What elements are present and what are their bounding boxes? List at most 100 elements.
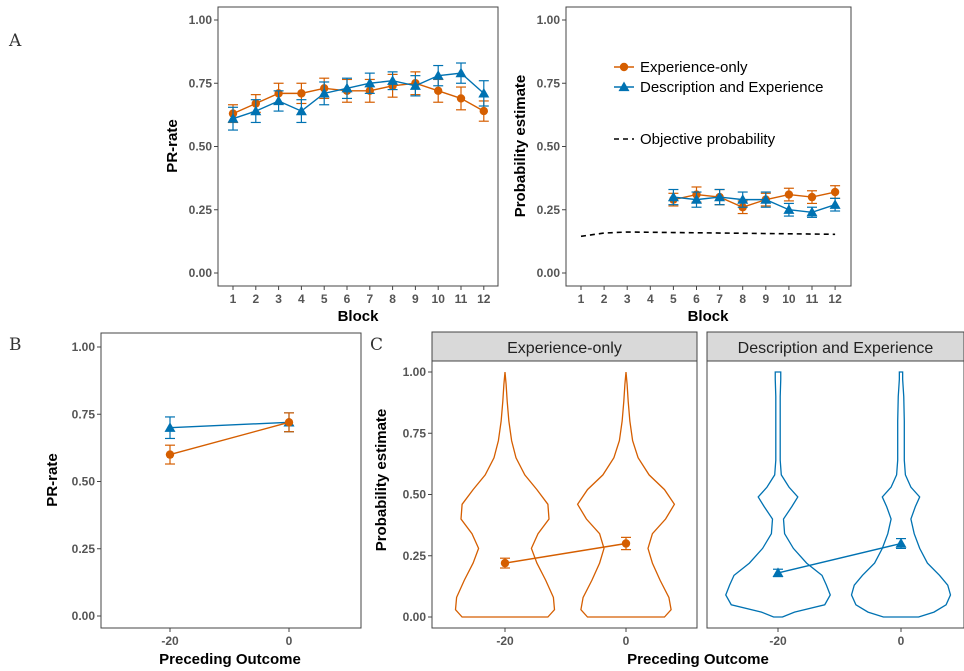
a2-y-tick-label: 0.75 — [537, 76, 561, 90]
a1-description-experience-point — [318, 87, 330, 98]
panel-label-b: B — [9, 335, 22, 355]
c-description-experience-mean-line — [777, 542, 902, 574]
c-experience-only-strip-label: Experience-only — [507, 340, 622, 357]
a2-y-tick-label: 0.50 — [537, 140, 561, 154]
c-experience-only-strip — [431, 331, 698, 362]
a1-x-tick-label: 4 — [298, 292, 305, 306]
a2-x-tick-label: 7 — [716, 292, 723, 306]
a2-x-tick-label: 12 — [828, 292, 842, 306]
c-description-experience-strip-label: Description and Experience — [738, 340, 934, 357]
a1-x-tick-label: 12 — [477, 292, 491, 306]
a2-objective-probability-line — [580, 231, 836, 238]
legend-objective-probability-label: Objective probability — [640, 131, 776, 148]
a1-description-experience-point — [387, 75, 399, 85]
a2-y-tick-label: 0.25 — [537, 203, 561, 217]
a2-description-experience-point — [737, 194, 749, 204]
a1-x-tick-label: 2 — [252, 292, 259, 306]
c-experience-only-plot-border — [431, 360, 698, 629]
a1-description-experience-point — [478, 87, 490, 98]
a1-plot-border — [217, 6, 499, 287]
a1-y-tick-label: 0.00 — [189, 266, 213, 280]
a1-x-tick-label: 7 — [366, 292, 373, 306]
c-experience-only-violin — [576, 371, 676, 618]
a2-y-tick-label: 1.00 — [537, 13, 561, 27]
c-description-experience-violin — [850, 371, 952, 618]
c-description-experience-x-tick-label: 0 — [898, 634, 905, 648]
a2-description-experience-point — [829, 199, 841, 209]
c-y-tick-label: 0.75 — [403, 426, 427, 440]
a1-experience-only-point — [479, 106, 488, 116]
a2-description-experience-line — [673, 196, 836, 213]
a2-x-tick-label: 6 — [693, 292, 700, 306]
panel-label-a: A — [8, 31, 22, 51]
c-y-tick-label: 0.25 — [403, 549, 427, 563]
b-y-tick-label: 0.25 — [72, 542, 96, 556]
a1-description-experience-point — [341, 82, 353, 93]
c-y-axis-title: Probability estimate — [373, 409, 390, 552]
a2-x-tick-label: 11 — [806, 292, 819, 306]
c-experience-only-x-tick-label: -20 — [496, 634, 514, 648]
a1-x-tick-label: 8 — [389, 292, 396, 306]
a1-description-experience-point — [227, 113, 239, 123]
a1-description-experience-point — [273, 95, 285, 106]
b-description-experience-point — [164, 422, 176, 432]
a1-y-tick-label: 0.25 — [189, 203, 213, 217]
c-y-tick-label: 1.00 — [403, 365, 427, 379]
a1-x-tick-label: 9 — [412, 292, 419, 306]
a2-description-experience-point — [806, 206, 818, 217]
a2-y-axis-title: Probability estimate — [512, 75, 529, 218]
panel-label-c: C — [370, 335, 383, 355]
b-experience-only-line — [169, 421, 290, 456]
c-experience-only-violin — [454, 371, 556, 618]
c-y-tick-label: 0.50 — [403, 488, 427, 502]
a1-x-tick-label: 3 — [275, 292, 282, 306]
a2-x-tick-label: 5 — [670, 292, 677, 306]
a1-experience-only-line — [232, 82, 485, 115]
a1-x-tick-label: 6 — [344, 292, 351, 306]
a1-description-experience-point — [295, 105, 307, 116]
a1-experience-only-point — [434, 86, 443, 96]
legend-description-experience-point — [618, 81, 630, 92]
a1-x-tick-label: 11 — [455, 292, 468, 306]
c-experience-only-mean-point — [500, 558, 510, 568]
a2-x-axis-title: Block — [688, 308, 730, 325]
b-y-tick-label: 0.00 — [72, 609, 96, 623]
a2-description-experience-point — [691, 194, 702, 204]
c-y-tick-label: 0.00 — [403, 610, 427, 624]
b-y-tick-label: 0.50 — [72, 475, 96, 489]
a2-x-tick-label: 9 — [762, 292, 769, 306]
a1-x-axis-title: Block — [338, 308, 380, 325]
b-y-tick-label: 1.00 — [72, 340, 96, 354]
b-plot-border — [100, 332, 362, 629]
a2-x-tick-label: 8 — [739, 292, 746, 306]
a1-y-tick-label: 0.75 — [189, 76, 213, 90]
a1-y-tick-label: 0.50 — [189, 140, 213, 154]
panel-c-violin-probability-estimate: 0.00 0.25 0.50 0.75 1.00 Probability estimate… — [373, 331, 964, 668]
legend-experience-only-label: Experience-only — [640, 59, 748, 76]
c-experience-only-mean-point — [621, 539, 631, 548]
a2-description-experience-point — [667, 191, 679, 202]
a1-description-experience-point — [455, 67, 467, 78]
a2-x-tick-label: 2 — [601, 292, 608, 306]
a2-x-tick-label: 1 — [578, 292, 585, 306]
c-description-experience-x-tick-label: -20 — [769, 634, 787, 648]
b-x-tick-label: -20 — [161, 634, 179, 648]
a2-experience-only-point — [784, 190, 794, 199]
a2-x-tick-label: 4 — [647, 292, 654, 306]
a2-description-experience-point — [760, 194, 772, 204]
a1-description-experience-point — [364, 77, 376, 88]
b-experience-only-point — [284, 418, 294, 427]
a2-experience-only-point — [807, 192, 817, 202]
a2-y-tick-label: 0.00 — [537, 266, 561, 280]
c-description-experience-plot-border — [706, 360, 964, 629]
a1-description-experience-point — [250, 105, 262, 116]
a1-experience-only-point — [456, 94, 466, 103]
c-x-axis-title: Preceding Outcome — [627, 651, 769, 668]
legend-experience-only-point — [619, 62, 629, 72]
a1-description-experience-point — [409, 80, 421, 90]
a1-description-experience-line — [232, 72, 485, 120]
a1-experience-only-point — [297, 89, 306, 98]
panel-a-pr-rate-by-block: 0.000.250.500.751.001 2 3 4 5 6 7 8 9 10 11 12Block… — [164, 6, 499, 325]
a2-x-tick-label: 3 — [624, 292, 631, 306]
